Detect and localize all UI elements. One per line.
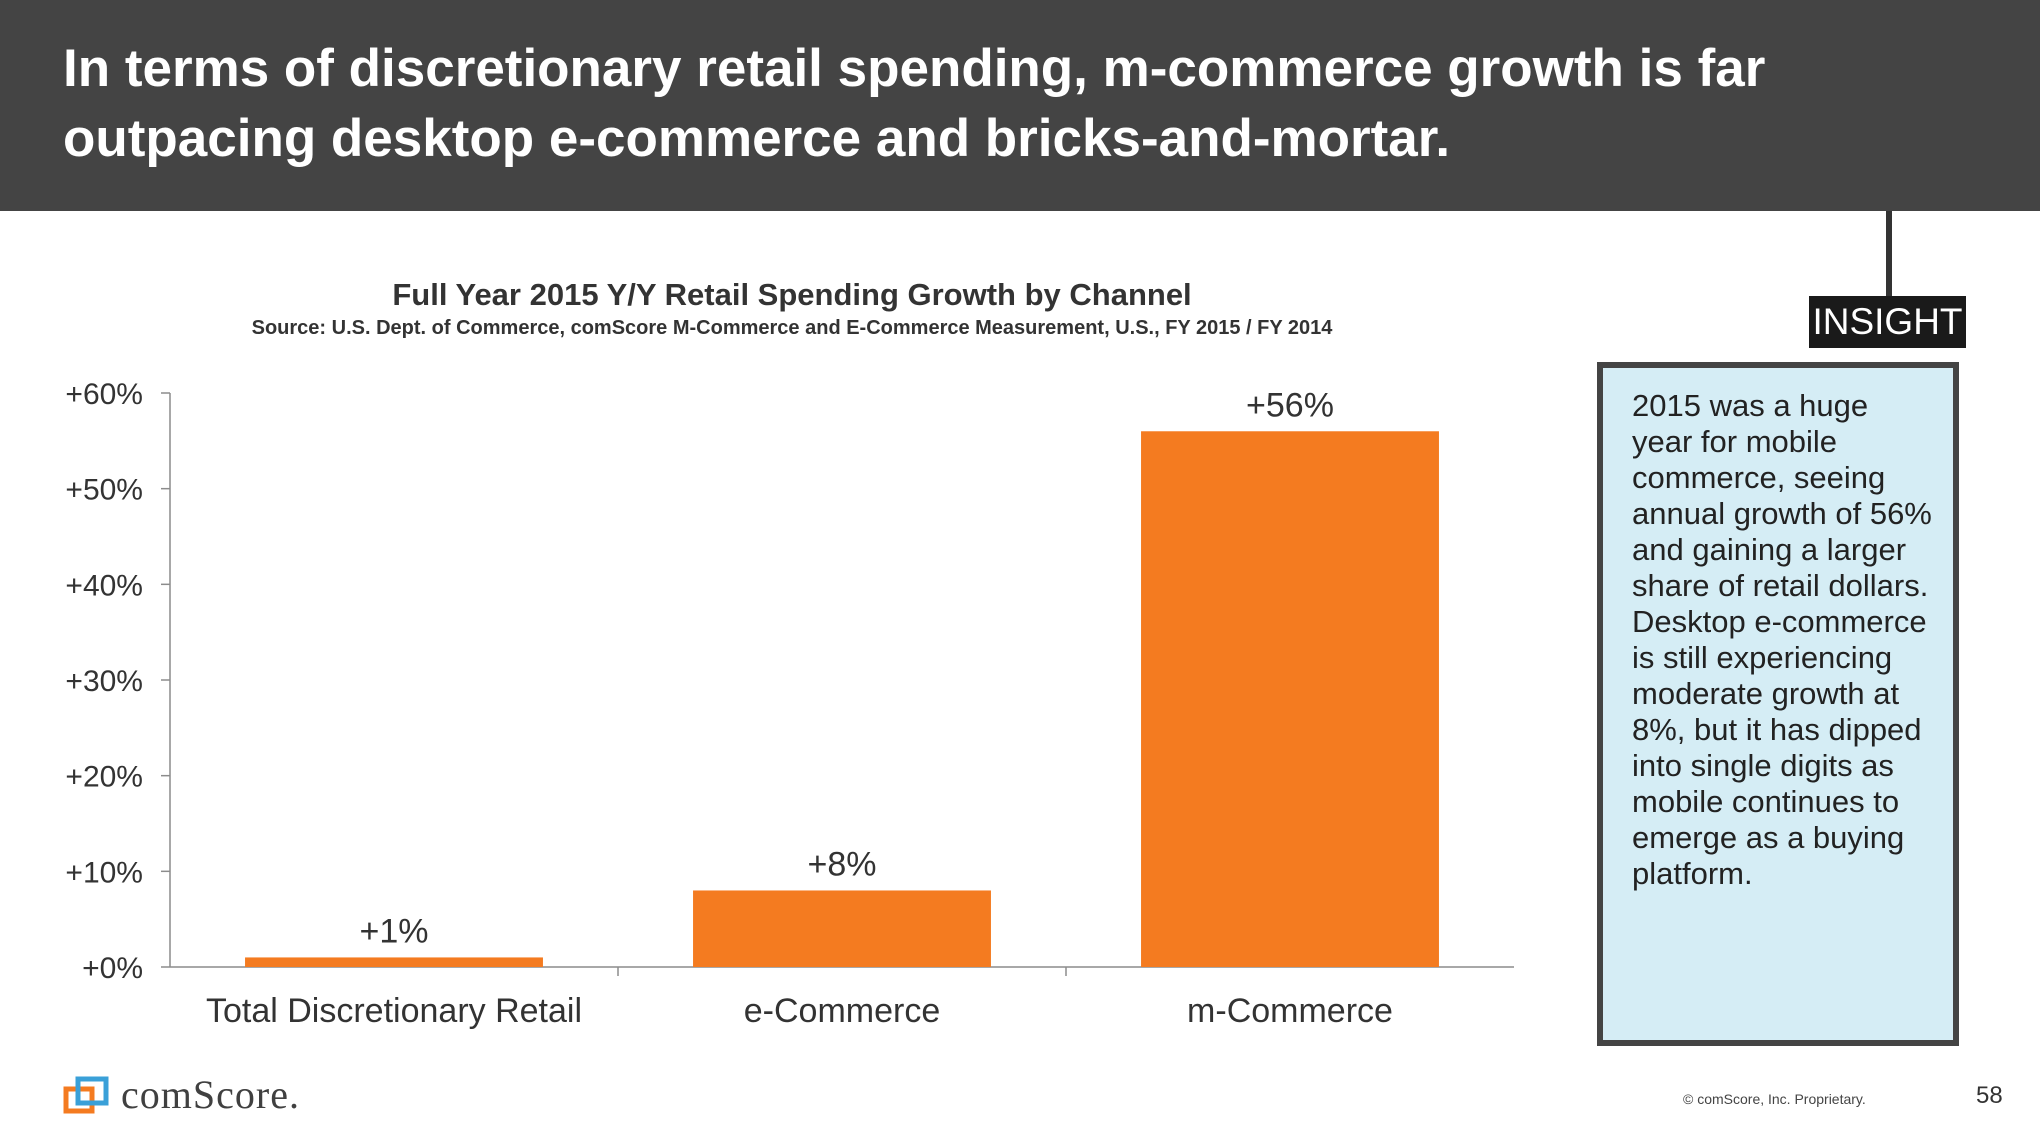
y-tick-label: +0% xyxy=(82,952,143,985)
y-tick-label: +20% xyxy=(65,761,143,794)
y-tick-label: +40% xyxy=(65,569,143,602)
insight-box: 2015 was a huge year for mobile commerce… xyxy=(1597,362,1959,1046)
comscore-logo-icon xyxy=(63,1076,109,1114)
bar-value-label: +56% xyxy=(1246,386,1334,424)
page-number: 58 xyxy=(1976,1082,2003,1109)
x-category-label: Total Discretionary Retail xyxy=(206,992,582,1030)
insight-connector-line xyxy=(1886,211,1892,311)
logo-text: comScore. xyxy=(121,1072,300,1117)
copyright-text: © comScore, Inc. Proprietary. xyxy=(1683,1091,1866,1107)
x-category-label: m-Commerce xyxy=(1187,992,1393,1030)
x-category-label: e-Commerce xyxy=(744,992,940,1030)
chart-title: Full Year 2015 Y/Y Retail Spending Growt… xyxy=(392,277,1192,312)
chart-subtitle: Source: U.S. Dept. of Commerce, comScore… xyxy=(251,317,1333,339)
y-tick-label: +10% xyxy=(65,856,143,889)
bar-value-label: +8% xyxy=(808,845,877,883)
header-bar: In terms of discretionary retail spendin… xyxy=(0,0,2040,211)
insight-label: INSIGHT xyxy=(1809,296,1966,348)
bar-value-label: +1% xyxy=(360,912,429,950)
bar-3 xyxy=(1141,431,1439,967)
y-tick-label: +30% xyxy=(65,665,143,698)
comscore-logo: comScore. xyxy=(63,1072,353,1117)
y-tick-label: +50% xyxy=(65,474,143,507)
y-tick-label: +60% xyxy=(65,378,143,411)
bar-2 xyxy=(693,890,991,967)
bar-1 xyxy=(245,957,543,967)
page-title: In terms of discretionary retail spendin… xyxy=(63,39,1766,168)
insight-text: 2015 was a huge year for mobile commerce… xyxy=(1632,388,1932,891)
bar-chart: +0% +10% +20% +30% +40% +50% +60% +1% Total Disc… xyxy=(65,378,1514,1030)
